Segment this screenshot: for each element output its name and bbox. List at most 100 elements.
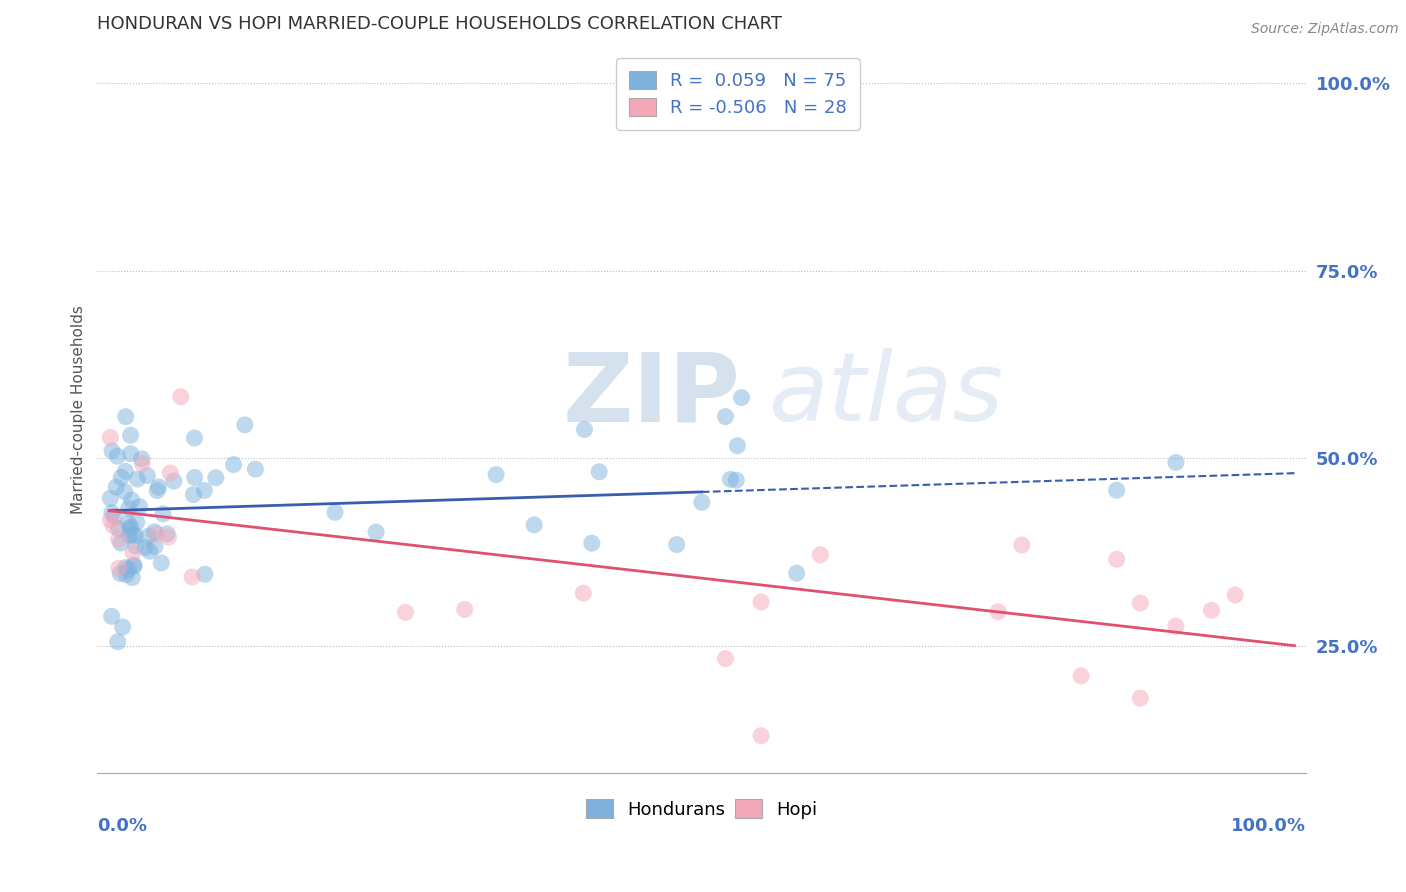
Text: 0.0%: 0.0% bbox=[97, 817, 148, 835]
Point bbox=[100, 491, 122, 506]
Point bbox=[364, 525, 387, 540]
Point bbox=[574, 423, 596, 437]
Point bbox=[1164, 455, 1187, 469]
Point bbox=[121, 571, 143, 585]
Point bbox=[730, 391, 752, 405]
Point bbox=[128, 500, 150, 514]
Point bbox=[1011, 538, 1033, 552]
Text: 100.0%: 100.0% bbox=[1232, 817, 1306, 835]
Point bbox=[572, 586, 595, 600]
Point bbox=[204, 471, 226, 485]
Point bbox=[124, 529, 146, 543]
Point bbox=[114, 409, 136, 424]
Point bbox=[145, 527, 167, 541]
Point bbox=[1201, 603, 1223, 617]
Point bbox=[114, 484, 136, 499]
Y-axis label: Married-couple Households: Married-couple Households bbox=[72, 305, 86, 514]
Point bbox=[107, 522, 129, 536]
Point bbox=[183, 431, 205, 445]
Point bbox=[1129, 596, 1152, 610]
Point bbox=[121, 493, 143, 508]
Point bbox=[394, 606, 416, 620]
Point bbox=[138, 529, 160, 543]
Point bbox=[136, 468, 159, 483]
Point bbox=[159, 466, 181, 480]
Point bbox=[808, 548, 831, 562]
Point bbox=[720, 472, 742, 486]
Point bbox=[101, 518, 124, 533]
Point bbox=[485, 467, 508, 482]
Point bbox=[193, 483, 215, 498]
Point bbox=[183, 487, 205, 501]
Point bbox=[714, 409, 737, 424]
Point bbox=[118, 522, 141, 536]
Point bbox=[118, 528, 141, 542]
Point bbox=[146, 483, 169, 498]
Point bbox=[1164, 619, 1187, 633]
Point bbox=[122, 559, 145, 574]
Point bbox=[152, 507, 174, 521]
Point bbox=[143, 540, 166, 554]
Point bbox=[105, 480, 128, 494]
Point bbox=[120, 447, 142, 461]
Point bbox=[127, 472, 149, 486]
Point bbox=[1105, 483, 1128, 498]
Point bbox=[163, 474, 186, 488]
Point bbox=[786, 566, 808, 581]
Point bbox=[148, 480, 170, 494]
Point bbox=[117, 516, 139, 530]
Point bbox=[103, 509, 125, 524]
Point bbox=[105, 449, 128, 463]
Point bbox=[101, 443, 124, 458]
Point bbox=[725, 473, 748, 487]
Point bbox=[125, 516, 148, 530]
Point bbox=[108, 561, 131, 575]
Point bbox=[138, 544, 160, 558]
Point bbox=[150, 556, 173, 570]
Point bbox=[143, 524, 166, 539]
Point bbox=[107, 634, 129, 648]
Point bbox=[581, 536, 603, 550]
Point bbox=[120, 520, 142, 534]
Point bbox=[115, 567, 138, 582]
Text: atlas: atlas bbox=[768, 349, 1004, 442]
Point bbox=[690, 495, 713, 509]
Text: ZIP: ZIP bbox=[562, 349, 741, 442]
Point bbox=[749, 595, 772, 609]
Point bbox=[222, 458, 245, 472]
Point bbox=[1105, 552, 1128, 566]
Point bbox=[118, 501, 141, 516]
Point bbox=[454, 602, 477, 616]
Point bbox=[245, 462, 267, 476]
Point bbox=[987, 605, 1010, 619]
Point bbox=[1223, 588, 1246, 602]
Point bbox=[157, 530, 180, 544]
Text: HONDURAN VS HOPI MARRIED-COUPLE HOUSEHOLDS CORRELATION CHART: HONDURAN VS HOPI MARRIED-COUPLE HOUSEHOL… bbox=[97, 15, 782, 33]
Point bbox=[124, 539, 146, 553]
Point bbox=[100, 430, 122, 444]
Point bbox=[131, 457, 153, 471]
Point bbox=[110, 470, 132, 484]
Point bbox=[665, 538, 688, 552]
Point bbox=[122, 546, 145, 560]
Legend: Hondurans, Hopi: Hondurans, Hopi bbox=[575, 789, 828, 830]
Point bbox=[110, 566, 132, 581]
Text: Source: ZipAtlas.com: Source: ZipAtlas.com bbox=[1251, 22, 1399, 37]
Point bbox=[101, 506, 124, 520]
Point bbox=[1129, 691, 1152, 706]
Point bbox=[122, 558, 145, 572]
Point bbox=[117, 562, 139, 576]
Point bbox=[588, 465, 610, 479]
Point bbox=[120, 428, 142, 442]
Point bbox=[131, 451, 153, 466]
Point bbox=[181, 570, 204, 584]
Point bbox=[107, 533, 129, 547]
Point bbox=[1070, 669, 1092, 683]
Point bbox=[122, 527, 145, 541]
Point bbox=[170, 390, 193, 404]
Point bbox=[725, 439, 748, 453]
Point bbox=[100, 513, 122, 527]
Point bbox=[233, 417, 256, 432]
Point bbox=[156, 526, 179, 541]
Point bbox=[111, 620, 134, 634]
